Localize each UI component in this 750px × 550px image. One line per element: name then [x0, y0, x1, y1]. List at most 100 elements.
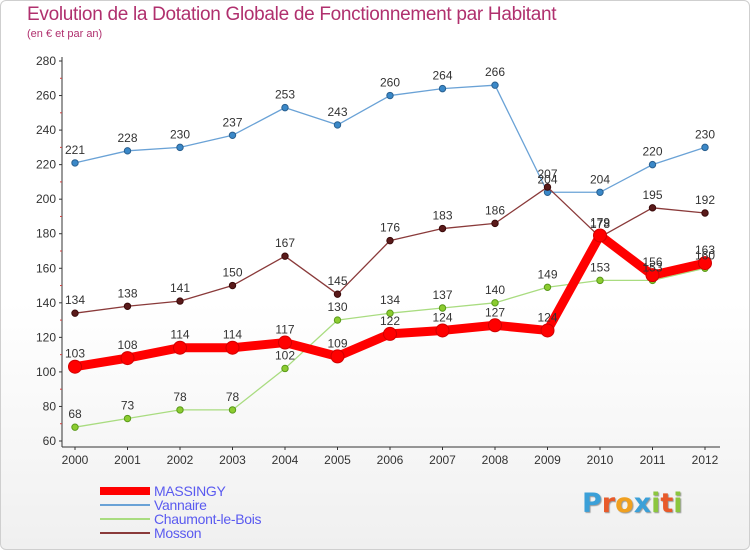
data-point [71, 423, 79, 431]
data-label: 266 [485, 65, 505, 79]
legend-label: Mosson [154, 525, 202, 541]
data-point [386, 309, 394, 317]
legend-item: Mosson [100, 526, 261, 540]
data-label: 220 [642, 145, 662, 159]
data-point [278, 335, 292, 350]
data-label: 156 [642, 255, 662, 269]
data-label: 145 [327, 274, 347, 288]
x-tick-label: 2005 [324, 453, 351, 467]
data-point [176, 406, 184, 414]
data-point [491, 81, 499, 89]
x-tick-label: 2009 [534, 453, 561, 467]
data-point [596, 276, 604, 285]
data-label: 207 [537, 167, 557, 181]
data-point [438, 224, 447, 233]
legend-item: Chaumont-le-Bois [100, 511, 262, 527]
y-tick-label: 60 [43, 434, 57, 448]
data-point [228, 406, 237, 414]
data-labels: 221 228 230 237 253 243 260 264 266 204 204 220 230 1… [65, 65, 715, 421]
data-label: 78 [226, 390, 240, 404]
x-tick-label: 2012 [692, 453, 719, 467]
data-label: 137 [432, 288, 452, 302]
data-label: 179 [590, 215, 610, 229]
x-tick-label: 2007 [429, 453, 456, 467]
data-point [228, 131, 237, 139]
data-point [438, 84, 447, 93]
data-label: 228 [117, 131, 137, 145]
data-label: 68 [68, 407, 82, 421]
data-point [596, 188, 604, 196]
logo-letter: r [601, 488, 616, 519]
chart-title: Evolution de la Dotation Globale de Fonc… [27, 4, 557, 25]
data-point [648, 204, 657, 212]
x-tick-label: 2001 [114, 453, 141, 467]
y-tick-label: 260 [36, 89, 56, 103]
data-label: 122 [380, 314, 400, 328]
data-label: 109 [327, 336, 347, 350]
legend-swatch [100, 532, 150, 534]
logo-letter: x [633, 488, 652, 519]
data-point [386, 236, 394, 245]
x-tick-label: 2008 [482, 453, 509, 467]
data-label: 230 [170, 127, 190, 141]
logo-letter: P [582, 488, 602, 519]
data-label: 192 [695, 193, 715, 207]
series-lines [68, 81, 712, 431]
data-point [435, 323, 450, 338]
line-chart: 60 80 100 120 140 160 180 200 220 240 260 280 2000 20… [36, 54, 720, 467]
legend-label: MASSINGY [154, 483, 226, 499]
axes: 60 80 100 120 140 160 180 200 220 240 260 280 2000 20… [36, 54, 720, 467]
data-point [383, 326, 397, 341]
data-point [488, 318, 502, 333]
data-label: 134 [65, 293, 85, 307]
data-point [543, 183, 552, 191]
y-tick-label: 220 [36, 158, 56, 172]
logo-letter: i [651, 488, 661, 519]
proxiti-logo: Proxiti [582, 488, 683, 519]
data-point [698, 256, 712, 271]
data-point [333, 290, 342, 298]
x-tick-label: 2011 [640, 453, 666, 467]
data-point [176, 143, 184, 152]
x-tick-label: 2002 [167, 453, 194, 467]
y-tick-label: 160 [36, 261, 56, 275]
y-tick-label: 100 [36, 365, 56, 379]
data-label: 73 [121, 399, 135, 413]
y-tick-label: 140 [36, 296, 56, 310]
data-point [123, 302, 132, 310]
legend-swatch [100, 518, 150, 520]
legend-label: Chaumont-le-Bois [154, 511, 262, 527]
data-label: 167 [275, 236, 295, 250]
data-point [593, 228, 607, 243]
data-label: 78 [173, 390, 187, 404]
data-label: 186 [485, 203, 505, 217]
data-label: 176 [380, 221, 400, 235]
x-tick-label: 2000 [62, 453, 89, 467]
y-tick-label: 280 [36, 54, 56, 68]
data-point [71, 309, 79, 317]
data-label: 114 [170, 328, 189, 342]
data-label: 140 [485, 283, 505, 297]
logo-letter: o [615, 488, 634, 519]
data-label: 204 [590, 172, 610, 186]
legend-item: MASSINGY [100, 484, 261, 498]
y-tick-label: 180 [36, 227, 56, 241]
data-label: 264 [432, 69, 452, 83]
logo-letter: t [660, 488, 674, 519]
data-point [333, 121, 342, 129]
y-tick-label: 80 [43, 399, 57, 413]
data-label: 237 [222, 115, 242, 129]
data-point [281, 252, 289, 260]
data-point [173, 340, 187, 355]
data-point [281, 364, 289, 373]
chart-subtitle: (en € et par an) [27, 28, 103, 40]
data-point [228, 281, 237, 290]
logo-letter: i [673, 488, 683, 519]
data-point [176, 297, 184, 305]
data-point [701, 143, 709, 152]
data-label: 163 [695, 243, 715, 257]
data-point [386, 91, 394, 100]
data-label: 221 [65, 143, 85, 157]
x-tick-label: 2003 [219, 453, 246, 467]
